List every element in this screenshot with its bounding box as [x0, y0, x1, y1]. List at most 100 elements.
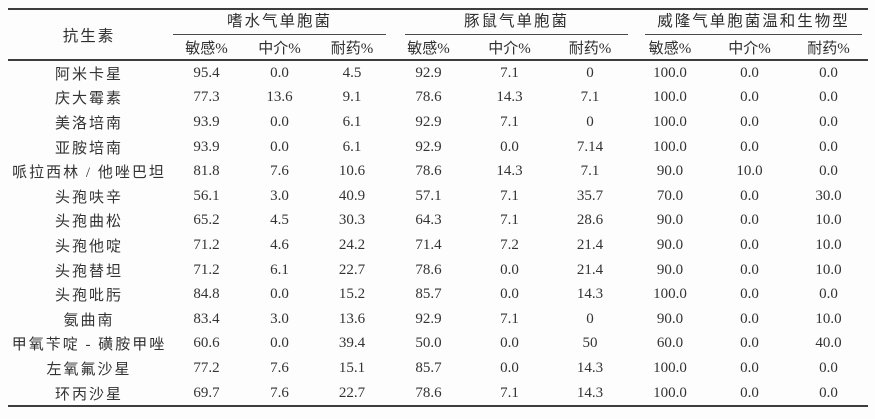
value-cell: 0.0 [819, 163, 838, 180]
value-cell: 0.0 [500, 335, 519, 352]
table-row: 头孢呋辛 56.1 3.0 40.9 57.1 7.1 35.7 70.0 0.0 30.0 [8, 184, 868, 209]
table-row: 左氧氟沙星 77.2 7.6 15.1 85.7 0.0 14.3 100.0 0.0 0.0 [8, 356, 868, 381]
value-cell: 6.1 [342, 113, 362, 130]
sub-header-resistant-g1: 耐药% [316, 35, 388, 61]
value-cell: 0.0 [740, 138, 759, 155]
group-label-a-veronii-sobria: 威隆气单胞菌温和生物型 [645, 10, 863, 35]
value-cell: 3.0 [270, 187, 289, 204]
table-row: 庆大霉素 77.3 13.6 9.1 78.6 14.3 7.1 100.0 0.0 0.0 [8, 86, 868, 111]
value-cell: 0 [586, 310, 594, 327]
value-cell: 92.9 [415, 310, 442, 327]
value-cell: 14.3 [576, 286, 604, 303]
value-cell: 7.2 [500, 236, 519, 253]
value-cell: 85.7 [415, 359, 442, 376]
value-cell: 15.2 [338, 286, 366, 303]
value-cell: 14.3 [496, 163, 523, 180]
value-cell: 13.6 [338, 310, 366, 327]
value-cell: 6.1 [342, 138, 362, 155]
value-cell: 92.9 [415, 113, 442, 130]
sub-header-resistant-g3: 耐药% [789, 35, 869, 61]
value-cell: 10.0 [736, 163, 763, 180]
value-cell: 56.1 [193, 187, 220, 204]
sub-header-sensitive-g3: 敏感% [630, 35, 711, 61]
value-cell: 78.6 [415, 163, 442, 180]
group-header-a-veronii-sobria: 威隆气单胞菌温和生物型 [630, 9, 868, 35]
antibiotic-name-cell: 哌拉西林 / 他唑巴坦 [12, 165, 166, 182]
value-cell: 30.0 [815, 187, 842, 204]
value-cell: 0 [586, 64, 594, 81]
value-cell: 100.0 [653, 89, 687, 106]
value-cell: 0.0 [500, 138, 519, 155]
value-cell: 0.0 [740, 64, 759, 81]
value-cell: 100.0 [653, 359, 687, 376]
value-cell: 4.5 [270, 212, 289, 229]
value-cell: 0.0 [500, 286, 519, 303]
value-cell: 21.4 [576, 261, 604, 278]
value-cell: 100.0 [653, 384, 687, 401]
value-cell: 7.1 [500, 64, 519, 81]
antibiotic-name-cell: 环丙沙星 [54, 386, 123, 403]
value-cell: 64.3 [415, 212, 442, 229]
value-cell: 0.0 [740, 187, 759, 204]
value-cell: 0.0 [270, 113, 289, 130]
value-cell: 4.6 [270, 236, 289, 253]
table-body: 阿米卡星 95.4 0.0 4.5 92.9 7.1 0 100.0 0.0 0.0 庆大霉素 77.… [8, 60, 868, 406]
table-row: 头孢他啶 71.2 4.6 24.2 71.4 7.2 21.4 90.0 0.0 10.0 [8, 233, 868, 258]
value-cell: 0.0 [819, 359, 838, 376]
value-cell: 0.0 [740, 286, 759, 303]
value-cell: 7.1 [580, 89, 600, 106]
value-cell: 15.1 [338, 359, 366, 376]
value-cell: 0.0 [270, 138, 289, 155]
table-row: 哌拉西林 / 他唑巴坦 81.8 7.6 10.6 78.6 14.3 7.1 90.0 10.… [8, 159, 868, 184]
antibiotic-name-cell: 庆大霉素 [54, 91, 123, 108]
value-cell: 0.0 [819, 113, 838, 130]
value-cell: 0.0 [819, 64, 838, 81]
value-cell: 65.2 [193, 212, 220, 229]
value-cell: 92.9 [415, 64, 442, 81]
sub-header-sensitive-g2: 敏感% [388, 35, 469, 61]
group-label-a-hydrophila: 嗜水气单胞菌 [173, 10, 386, 35]
value-cell: 0 [586, 113, 594, 130]
value-cell: 7.1 [500, 187, 519, 204]
value-cell: 83.4 [193, 310, 220, 327]
antibiotic-name-cell: 头孢曲松 [54, 214, 123, 231]
antibiotic-name-cell: 头孢呋辛 [54, 189, 123, 206]
value-cell: 22.7 [338, 261, 366, 278]
value-cell: 14.3 [496, 89, 523, 106]
table-row: 美洛培南 93.9 0.0 6.1 92.9 7.1 0 100.0 0.0 0.0 [8, 110, 868, 135]
table-row: 头孢替坦 71.2 6.1 22.7 78.6 0.0 21.4 90.0 0.0 10.0 [8, 258, 868, 283]
antibiotic-name-cell: 亚胺培南 [54, 140, 123, 157]
value-cell: 28.6 [576, 212, 604, 229]
value-cell: 0.0 [740, 236, 759, 253]
value-cell: 81.8 [193, 163, 220, 180]
antibiotic-name-cell: 头孢他啶 [54, 238, 123, 255]
value-cell: 3.0 [270, 310, 289, 327]
antibiotic-name-cell: 头孢吡肟 [54, 288, 123, 305]
value-cell: 6.1 [270, 261, 289, 278]
value-cell: 10.0 [815, 310, 842, 327]
value-cell: 93.9 [193, 113, 220, 130]
value-cell: 7.1 [500, 384, 519, 401]
value-cell: 84.8 [193, 286, 220, 303]
sub-header-sensitive-g1: 敏感% [170, 35, 243, 61]
value-cell: 78.6 [415, 89, 442, 106]
value-cell: 78.6 [415, 261, 442, 278]
value-cell: 7.6 [270, 359, 289, 376]
value-cell: 90.0 [656, 261, 684, 278]
value-cell: 60.6 [193, 335, 220, 352]
value-cell: 90.0 [656, 163, 684, 180]
value-cell: 69.7 [193, 384, 220, 401]
value-cell: 100.0 [653, 138, 687, 155]
sub-header-intermediate-g3: 中介% [710, 35, 790, 61]
group-header-a-hydrophila: 嗜水气单胞菌 [170, 9, 388, 35]
value-cell: 0.0 [819, 138, 838, 155]
table-row: 亚胺培南 93.9 0.0 6.1 92.9 0.0 7.14 100.0 0.0 0.0 [8, 135, 868, 160]
value-cell: 77.3 [193, 89, 220, 106]
value-cell: 0.0 [740, 261, 759, 278]
value-cell: 90.0 [656, 212, 684, 229]
table-row: 头孢吡肟 84.8 0.0 15.2 85.7 0.0 14.3 100.0 0.0 0.0 [8, 282, 868, 307]
value-cell: 71.2 [193, 261, 220, 278]
antibiotic-name-cell: 阿米卡星 [54, 66, 123, 83]
column-header-antibiotic: 抗生素 [8, 9, 170, 61]
